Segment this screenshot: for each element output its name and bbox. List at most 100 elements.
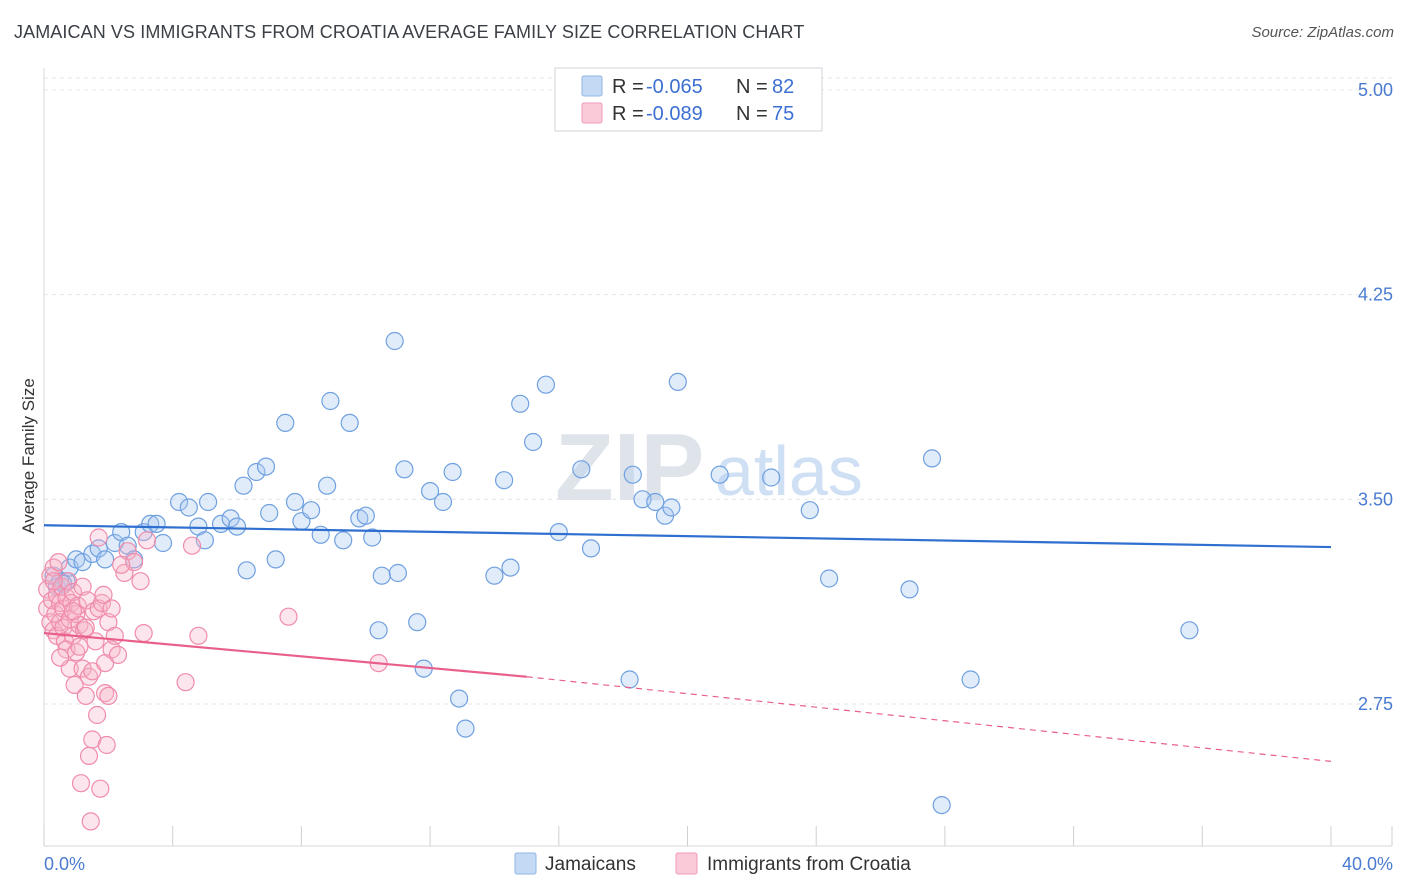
point-croatia-27 [67, 643, 86, 662]
point-jamaicans-9 [95, 550, 115, 569]
point-croatia-65 [176, 673, 195, 692]
legend-n-value-0: 82 [772, 76, 794, 98]
point-jamaicans-39 [334, 531, 353, 550]
y-ticks: 2.75 3.50 4.25 5.00 [1358, 80, 1393, 714]
point-jamaicans-16 [147, 514, 166, 534]
point-jamaicans-8 [89, 539, 108, 558]
point-croatia-28 [68, 596, 87, 615]
x-tick-label-0: 0.0% [44, 854, 85, 874]
point-croatia-64 [137, 531, 157, 550]
point-croatia-32 [73, 577, 92, 596]
point-jamaicans-49 [408, 613, 427, 632]
point-croatia-10 [49, 552, 68, 572]
point-jamaicans-40 [340, 413, 359, 432]
point-jamaicans-61 [536, 375, 556, 394]
point-croatia-71 [50, 648, 70, 667]
point-croatia-47 [91, 779, 110, 798]
legend-swatch-jamaicans [581, 75, 603, 97]
point-croatia-57 [105, 626, 124, 645]
point-croatia-66 [182, 536, 202, 555]
point-croatia-46 [89, 528, 108, 547]
point-jamaicans-65 [620, 670, 639, 689]
point-jamaicans-17 [153, 533, 173, 553]
point-jamaicans-56 [485, 566, 504, 585]
watermark-atlas: atlas [715, 432, 863, 510]
point-jamaicans-58 [501, 558, 520, 577]
point-croatia-39 [81, 812, 100, 831]
legend-bottom: Jamaicans Immigrants from Croatia [514, 852, 911, 875]
x-ticks: 0.0% 40.0% [43, 826, 1393, 874]
point-jamaicans-55 [456, 719, 475, 738]
legend-bottom-swatch-jamaicans [514, 852, 537, 875]
legend-r-value-1: -0.089 [646, 103, 703, 125]
point-jamaicans-18 [170, 492, 189, 512]
point-jamaicans-46 [385, 331, 404, 351]
point-croatia-52 [97, 735, 116, 755]
series-jamaicans-points [44, 331, 1199, 815]
point-jamaicans-70 [662, 498, 681, 517]
point-jamaicans-28 [247, 462, 266, 482]
point-jamaicans-71 [668, 372, 687, 391]
trend-line-jamaicans [43, 524, 1332, 549]
point-jamaicans-53 [443, 462, 462, 482]
point-croatia-25 [65, 675, 84, 695]
point-jamaicans-60 [523, 432, 543, 452]
legend-r-value-0: -0.065 [646, 76, 703, 98]
point-jamaicans-75 [819, 569, 839, 588]
legend-n-label-1: N = [736, 103, 768, 125]
point-croatia-50 [95, 683, 115, 703]
series-croatia-points [38, 528, 388, 831]
legend-swatch-croatia [581, 102, 603, 124]
point-croatia-24 [63, 582, 83, 602]
point-jamaicans-30 [260, 503, 279, 523]
point-jamaicans-43 [363, 528, 382, 547]
y-tick-label-3: 5.00 [1358, 80, 1393, 100]
legend-n-label-0: N = [736, 76, 768, 98]
point-jamaicans-44 [369, 621, 388, 640]
legend-top: R = -0.065 N = 82 R = -0.089 N = 75 [554, 67, 823, 132]
point-jamaicans-38 [321, 391, 340, 411]
legend-r-label-1: R = [612, 103, 644, 125]
point-jamaicans-68 [646, 492, 665, 512]
point-jamaicans-51 [421, 482, 440, 501]
point-jamaicans-79 [961, 670, 980, 689]
point-croatia-58 [108, 645, 128, 665]
y-tick-label-0: 2.75 [1358, 694, 1393, 714]
point-croatia-35 [76, 686, 95, 706]
point-croatia-67 [189, 626, 208, 645]
chart-title: JAMAICAN VS IMMIGRANTS FROM CROATIA AVER… [14, 22, 805, 42]
point-croatia-31 [71, 774, 91, 793]
y-tick-label-2: 4.25 [1358, 285, 1393, 305]
point-jamaicans-19 [179, 498, 198, 517]
point-jamaicans-74 [800, 501, 819, 520]
point-jamaicans-80 [1180, 621, 1199, 640]
trend-lines [43, 524, 1332, 762]
point-jamaicans-22 [199, 492, 218, 512]
legend-n-value-1: 75 [772, 103, 794, 125]
legend-bottom-swatch-croatia [675, 852, 698, 875]
axes [43, 68, 1392, 847]
point-jamaicans-35 [302, 501, 321, 520]
point-croatia-44 [87, 705, 107, 725]
point-jamaicans-73 [762, 468, 781, 487]
x-tick-label-1: 40.0% [1342, 854, 1393, 874]
point-jamaicans-72 [710, 465, 729, 484]
point-jamaicans-31 [266, 550, 285, 569]
trend-line-croatia-dashed [526, 676, 1332, 762]
point-jamaicans-37 [318, 476, 337, 495]
point-croatia-70 [44, 572, 63, 591]
point-jamaicans-54 [450, 689, 469, 708]
point-croatia-49 [94, 585, 113, 605]
source-label: Source: ZipAtlas.com [1251, 24, 1394, 41]
point-croatia-73 [76, 618, 95, 637]
point-jamaicans-25 [227, 517, 247, 536]
point-croatia-72 [63, 602, 83, 621]
grid-lines [44, 77, 1392, 705]
point-jamaicans-27 [237, 561, 256, 580]
point-jamaicans-42 [356, 506, 375, 525]
point-jamaicans-33 [285, 492, 305, 512]
point-croatia-54 [99, 686, 118, 706]
point-jamaicans-47 [388, 563, 407, 583]
point-jamaicans-48 [395, 460, 414, 479]
